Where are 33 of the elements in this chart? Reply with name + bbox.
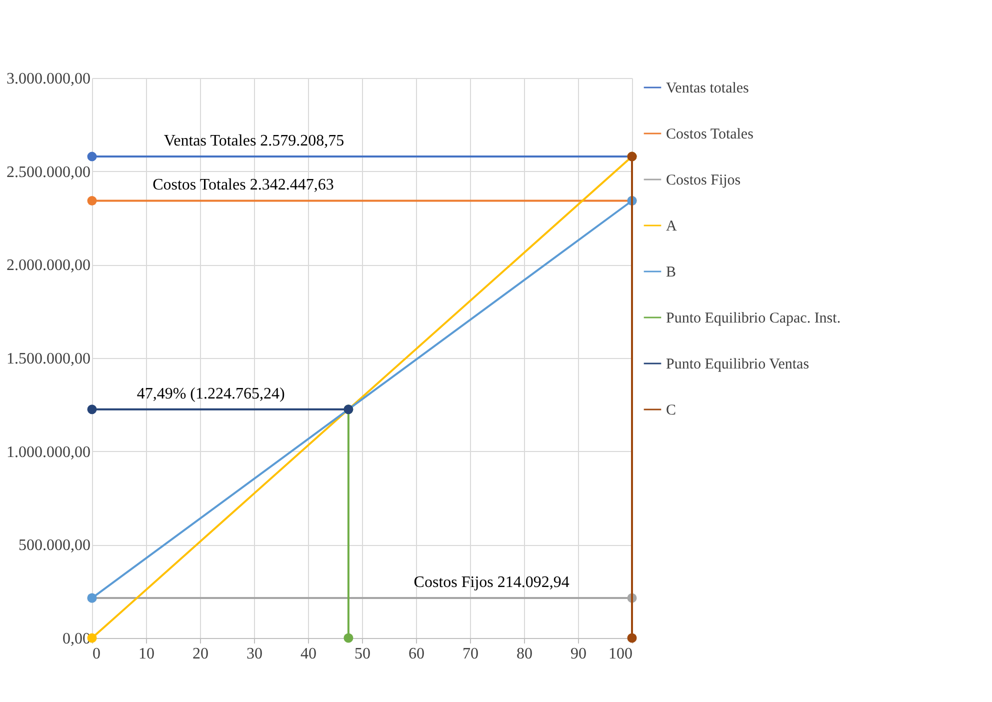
annotation: Costos Totales 2.342.447,63 [152,176,334,194]
y-tick-label: 1.500.000,00 [6,350,90,368]
x-tick-label: 10 [138,646,154,662]
y-tick-label: 3.000.000,00 [6,70,90,88]
annotation: Costos Fijos 214.092,94 [414,574,570,592]
y-tick-label: 2.500.000,00 [6,164,90,181]
x-tick-label: 50 [354,646,370,662]
x-tick-label: 80 [516,646,532,662]
x-tick-label: 40 [300,646,316,662]
annotation: Ventas Totales 2.579.208,75 [164,132,344,150]
legend-label: Costos Totales [666,126,754,142]
legend-label: B [666,264,676,280]
x-tick-label: 100 [608,646,632,662]
legend-label: Ventas totales [666,80,750,96]
x-tick-label: 0 [92,646,100,662]
x-tick-label: 60 [408,646,424,662]
x-tick-label: 20 [192,646,208,662]
x-tick-label: 90 [570,646,586,662]
legend-label: Punto Equilibrio Ventas [666,356,810,372]
x-tick-label: 30 [246,646,262,662]
x-tick-label: 70 [462,646,478,662]
y-tick-label: 500.000,00 [18,537,90,554]
y-tick-label: 1.000.000,00 [6,444,90,461]
point [87,196,97,206]
legend-label: Punto Equilibrio Capac. Inst. [666,310,841,326]
y-tick-label: 2.000.000,00 [6,257,90,274]
annotation: 47,49% (1.224.765,24) [136,385,285,402]
legend-label: A [666,218,677,234]
point [87,152,97,162]
legend-label: Costos Fijos [666,172,741,188]
point [344,633,354,643]
legend-label: C [666,402,676,418]
point [87,404,97,414]
